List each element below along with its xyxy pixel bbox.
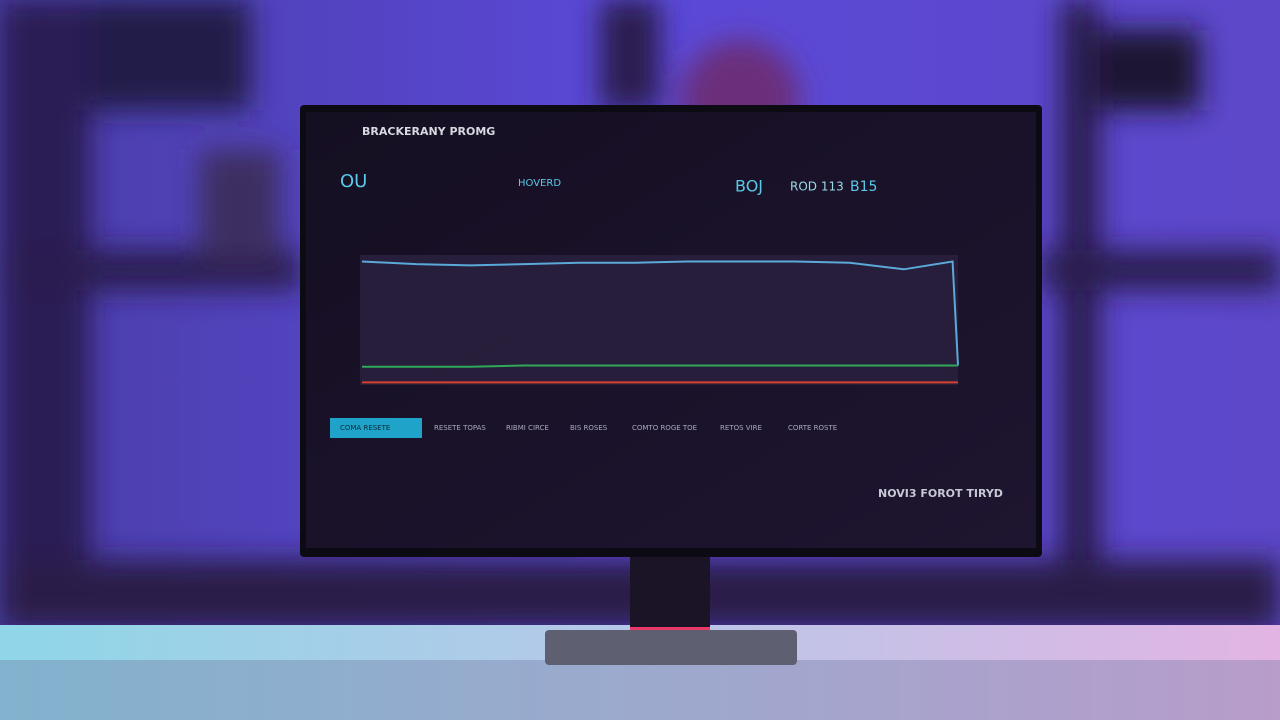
tab-label[interactable]: RETOS VIRE	[720, 424, 762, 432]
series-line	[362, 364, 958, 368]
stand-base	[545, 630, 797, 665]
stand-neck	[630, 555, 710, 631]
tab-label[interactable]: RESETE TOPAS	[434, 424, 486, 432]
screen-title: BRACKERANY PROMG	[362, 125, 495, 138]
desk-shade	[0, 660, 1280, 720]
tab-label[interactable]: BIS ROSES	[570, 424, 608, 432]
footer-logo: NOVI3 FOROT TIRYD	[878, 487, 1003, 500]
active-tab	[330, 418, 422, 438]
header-value: OU	[340, 171, 367, 192]
tab-label[interactable]: COMTO ROGE TOE	[632, 424, 697, 432]
series-line	[361, 260, 959, 366]
screen-content: BRACKERANY PROMG OU HOVERD BOJ ROD 113 B15 COM…	[340, 125, 1003, 500]
header-value: BOJ	[735, 177, 763, 196]
header-value: HOVERD	[518, 178, 561, 189]
header-value: ROD 113	[790, 180, 844, 194]
tab-label[interactable]: CORTE ROSTE	[788, 424, 837, 432]
tab-label[interactable]: RIBMI CIRCE	[506, 424, 549, 432]
tab-label[interactable]: COMA RESETE	[340, 424, 390, 432]
chart-area	[360, 255, 958, 385]
header-value: B15	[850, 179, 877, 195]
